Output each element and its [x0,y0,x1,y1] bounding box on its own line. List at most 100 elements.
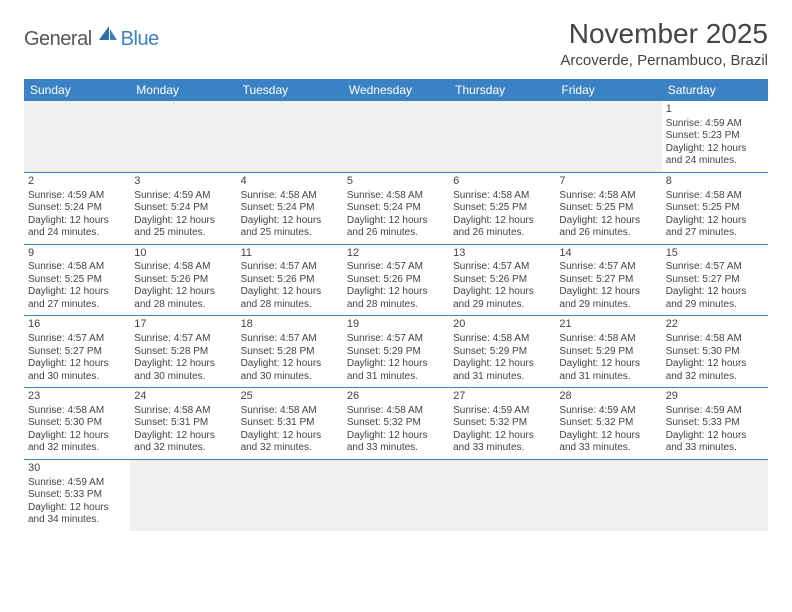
daylight-text: Daylight: 12 hours [28,286,126,299]
daylight-text: and 30 minutes. [28,371,126,384]
location-text: Arcoverde, Pernambuco, Brazil [560,52,768,69]
sunset-text: Sunset: 5:29 PM [559,346,657,359]
daylight-text: and 24 minutes. [28,227,126,240]
daylight-text: and 30 minutes. [134,371,232,384]
calendar-empty-cell [343,459,449,530]
sunrise-text: Sunrise: 4:59 AM [28,190,126,203]
day-number: 8 [666,175,764,189]
calendar-day-cell: 5Sunrise: 4:58 AMSunset: 5:24 PMDaylight… [343,172,449,244]
daylight-text: and 33 minutes. [347,442,445,455]
calendar-week-row: 16Sunrise: 4:57 AMSunset: 5:27 PMDayligh… [24,316,768,388]
day-header: Tuesday [237,79,343,101]
daylight-text: Daylight: 12 hours [559,286,657,299]
sunset-text: Sunset: 5:24 PM [134,202,232,215]
daylight-text: Daylight: 12 hours [347,215,445,228]
sunset-text: Sunset: 5:31 PM [241,417,339,430]
sunset-text: Sunset: 5:29 PM [347,346,445,359]
calendar-day-cell: 7Sunrise: 4:58 AMSunset: 5:25 PMDaylight… [555,172,661,244]
calendar-empty-cell [449,459,555,530]
day-number: 4 [241,175,339,189]
sunset-text: Sunset: 5:24 PM [28,202,126,215]
calendar-day-cell: 25Sunrise: 4:58 AMSunset: 5:31 PMDayligh… [237,388,343,460]
day-number: 1 [666,103,764,117]
daylight-text: and 26 minutes. [453,227,551,240]
sunrise-text: Sunrise: 4:59 AM [559,405,657,418]
sunset-text: Sunset: 5:25 PM [453,202,551,215]
sunset-text: Sunset: 5:25 PM [28,274,126,287]
sunrise-text: Sunrise: 4:57 AM [241,333,339,346]
sunrise-text: Sunrise: 4:58 AM [666,190,764,203]
daylight-text: Daylight: 12 hours [453,430,551,443]
daylight-text: and 31 minutes. [453,371,551,384]
daylight-text: and 31 minutes. [559,371,657,384]
sunrise-text: Sunrise: 4:58 AM [241,190,339,203]
day-number: 18 [241,318,339,332]
sunset-text: Sunset: 5:26 PM [241,274,339,287]
sunrise-text: Sunrise: 4:58 AM [453,190,551,203]
daylight-text: Daylight: 12 hours [453,286,551,299]
sunrise-text: Sunrise: 4:58 AM [28,405,126,418]
day-header-row: Sunday Monday Tuesday Wednesday Thursday… [24,79,768,101]
sunset-text: Sunset: 5:32 PM [559,417,657,430]
sunrise-text: Sunrise: 4:58 AM [134,405,232,418]
day-number: 21 [559,318,657,332]
calendar-day-cell: 19Sunrise: 4:57 AMSunset: 5:29 PMDayligh… [343,316,449,388]
daylight-text: Daylight: 12 hours [666,143,764,156]
sunset-text: Sunset: 5:27 PM [559,274,657,287]
day-number: 11 [241,247,339,261]
calendar-day-cell: 13Sunrise: 4:57 AMSunset: 5:26 PMDayligh… [449,244,555,316]
daylight-text: and 33 minutes. [453,442,551,455]
calendar-day-cell: 29Sunrise: 4:59 AMSunset: 5:33 PMDayligh… [662,388,768,460]
sunrise-text: Sunrise: 4:58 AM [559,333,657,346]
sunset-text: Sunset: 5:27 PM [666,274,764,287]
day-number: 15 [666,247,764,261]
daylight-text: and 24 minutes. [666,155,764,168]
day-header: Friday [555,79,661,101]
daylight-text: Daylight: 12 hours [666,358,764,371]
day-number: 24 [134,390,232,404]
calendar-week-row: 30Sunrise: 4:59 AMSunset: 5:33 PMDayligh… [24,459,768,530]
calendar-day-cell: 9Sunrise: 4:58 AMSunset: 5:25 PMDaylight… [24,244,130,316]
daylight-text: Daylight: 12 hours [559,215,657,228]
daylight-text: and 30 minutes. [241,371,339,384]
daylight-text: Daylight: 12 hours [347,358,445,371]
sunset-text: Sunset: 5:32 PM [453,417,551,430]
daylight-text: Daylight: 12 hours [347,430,445,443]
logo-text-blue: Blue [121,28,159,51]
header: General Blue November 2025 Arcoverde, Pe… [24,18,768,69]
sail-icon [97,24,119,47]
calendar-empty-cell [343,101,449,172]
calendar-day-cell: 6Sunrise: 4:58 AMSunset: 5:25 PMDaylight… [449,172,555,244]
calendar-day-cell: 23Sunrise: 4:58 AMSunset: 5:30 PMDayligh… [24,388,130,460]
daylight-text: Daylight: 12 hours [347,286,445,299]
daylight-text: Daylight: 12 hours [241,215,339,228]
day-number: 12 [347,247,445,261]
daylight-text: Daylight: 12 hours [134,358,232,371]
daylight-text: Daylight: 12 hours [241,358,339,371]
calendar-empty-cell [449,101,555,172]
calendar-day-cell: 4Sunrise: 4:58 AMSunset: 5:24 PMDaylight… [237,172,343,244]
day-number: 13 [453,247,551,261]
sunset-text: Sunset: 5:27 PM [28,346,126,359]
daylight-text: Daylight: 12 hours [241,286,339,299]
sunrise-text: Sunrise: 4:57 AM [134,333,232,346]
sunset-text: Sunset: 5:33 PM [666,417,764,430]
day-number: 26 [347,390,445,404]
day-number: 19 [347,318,445,332]
sunset-text: Sunset: 5:24 PM [347,202,445,215]
calendar-empty-cell [130,459,236,530]
logo-text-general: General [24,28,92,51]
sunset-text: Sunset: 5:31 PM [134,417,232,430]
daylight-text: and 29 minutes. [666,299,764,312]
daylight-text: Daylight: 12 hours [559,358,657,371]
day-number: 27 [453,390,551,404]
daylight-text: Daylight: 12 hours [666,215,764,228]
day-header: Wednesday [343,79,449,101]
daylight-text: Daylight: 12 hours [28,502,126,515]
daylight-text: Daylight: 12 hours [28,215,126,228]
daylight-text: and 25 minutes. [241,227,339,240]
day-number: 25 [241,390,339,404]
daylight-text: and 26 minutes. [347,227,445,240]
calendar-day-cell: 30Sunrise: 4:59 AMSunset: 5:33 PMDayligh… [24,459,130,530]
daylight-text: Daylight: 12 hours [28,358,126,371]
